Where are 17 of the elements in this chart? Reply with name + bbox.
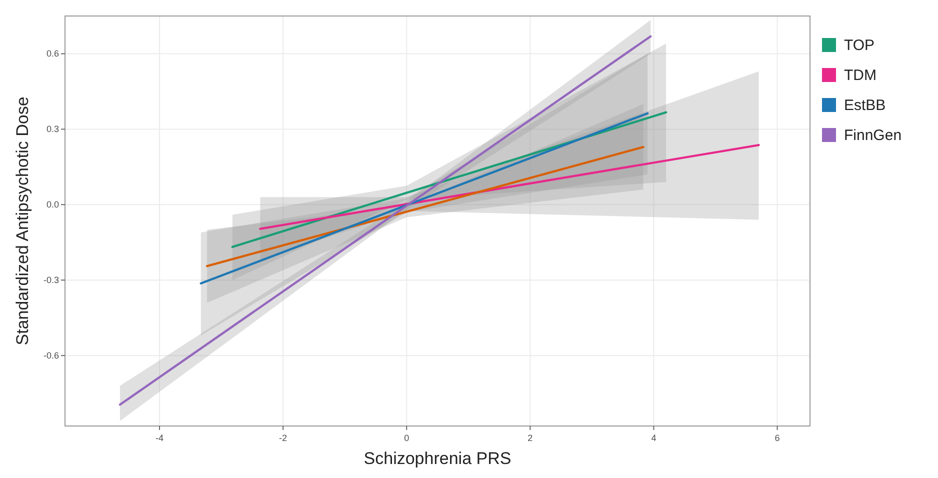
legend-label: TDM [844,67,876,84]
x-tick-label: 0 [404,433,410,443]
y-tick-label: 0.3 [46,124,59,134]
y-tick-label: 0.0 [46,200,59,210]
x-tick-label: 4 [651,433,656,443]
legend-label: FinnGen [844,127,902,144]
x-tick-label: -2 [279,433,288,443]
y-tick-label: -0.3 [43,275,59,286]
x-tick-label: 2 [528,433,533,443]
y-tick-label: -0.6 [43,350,59,361]
y-axis-title: Standardized Antipsychotic Dose [13,96,32,346]
legend-label: EstBB [844,97,886,114]
x-tick-label: -4 [156,433,164,443]
x-axis-title: Schizophrenia PRS [364,449,512,468]
legend-label: TOP [844,37,875,54]
x-tick-label: 6 [774,433,780,443]
y-tick-label: 0.6 [46,48,59,59]
